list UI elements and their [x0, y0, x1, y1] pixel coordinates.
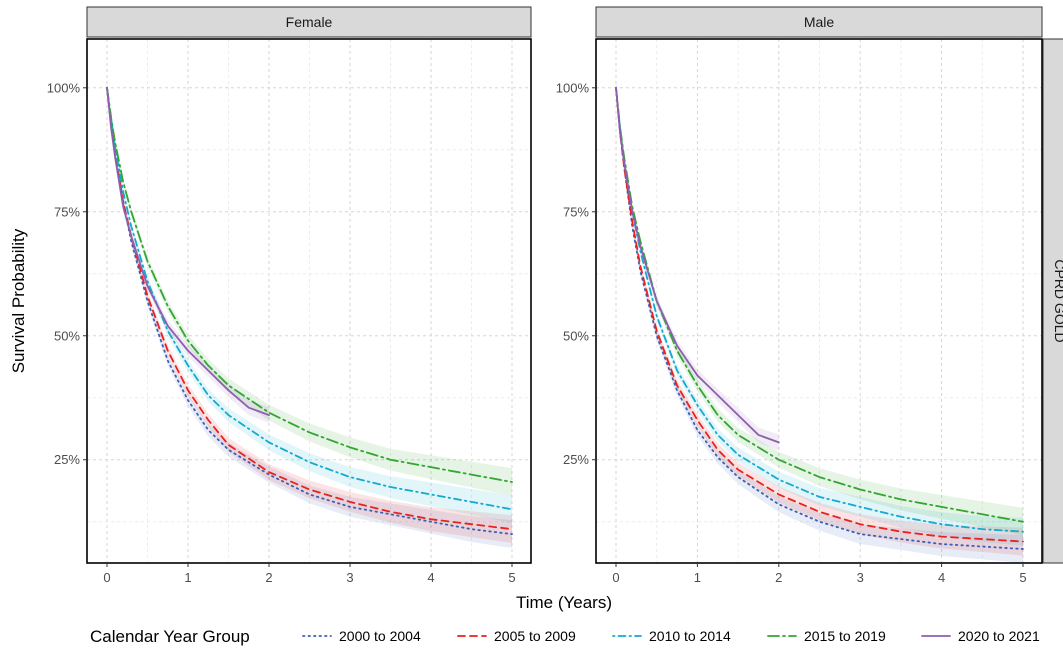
facet-strip-0	[86, 6, 532, 38]
facet-strip-label: Male	[804, 14, 835, 30]
x-tick-label: 4	[938, 570, 945, 585]
x-tick-label: 1	[694, 570, 701, 585]
y-tick-label: 50%	[54, 328, 80, 343]
legend-label: 2005 to 2009	[494, 628, 576, 644]
y-tick-label: 75%	[563, 204, 589, 219]
x-tick-label: 5	[1019, 570, 1026, 585]
series-line-2020-to-2021	[615, 86, 780, 444]
x-tick-label: 2	[265, 570, 272, 585]
facet-strip-label: Female	[286, 14, 333, 30]
panel-background	[87, 39, 531, 563]
panel-background	[596, 39, 1042, 563]
panel-border	[86, 38, 532, 564]
x-tick-label: 3	[346, 570, 353, 585]
x-tick-label: 0	[103, 570, 110, 585]
series-line-2015-to-2019	[106, 86, 513, 483]
x-tick-label: 1	[184, 570, 191, 585]
y-tick-label: 100%	[556, 80, 590, 95]
x-tick-label: 5	[508, 570, 515, 585]
x-tick-label: 3	[857, 570, 864, 585]
facet-strip-1	[595, 6, 1043, 38]
y-tick-label: 75%	[54, 204, 80, 219]
ci-band-2000-to-2004	[107, 83, 512, 549]
x-tick-label: 4	[427, 570, 434, 585]
legend-title: Calendar Year Group	[90, 627, 250, 646]
panel-border	[595, 38, 1043, 564]
legend-label: 2015 to 2019	[804, 628, 886, 644]
y-axis-title: Survival Probability	[9, 228, 28, 373]
y-tick-label: 25%	[54, 452, 80, 467]
row-strip-label: CPRD GOLD	[1052, 259, 1063, 342]
ci-band-2010-to-2014	[616, 83, 1023, 546]
ci-band-2020-to-2021	[616, 83, 779, 451]
x-tick-label: 0	[612, 570, 619, 585]
series-line-2015-to-2019	[615, 86, 1024, 523]
series-line-2005-to-2009	[615, 86, 1024, 543]
series-line-2010-to-2014	[106, 86, 513, 511]
legend-label: 2020 to 2021	[958, 628, 1040, 644]
legend-label: 2010 to 2014	[649, 628, 731, 644]
legend-label: 2000 to 2004	[339, 628, 421, 644]
y-tick-label: 50%	[563, 328, 589, 343]
y-tick-label: 100%	[47, 80, 81, 95]
series-line-2020-to-2021	[106, 86, 270, 416]
y-tick-label: 25%	[563, 452, 589, 467]
x-axis-title: Time (Years)	[516, 593, 612, 612]
x-tick-label: 2	[775, 570, 782, 585]
ci-band-2020-to-2021	[107, 83, 269, 424]
row-strip	[1042, 38, 1063, 564]
